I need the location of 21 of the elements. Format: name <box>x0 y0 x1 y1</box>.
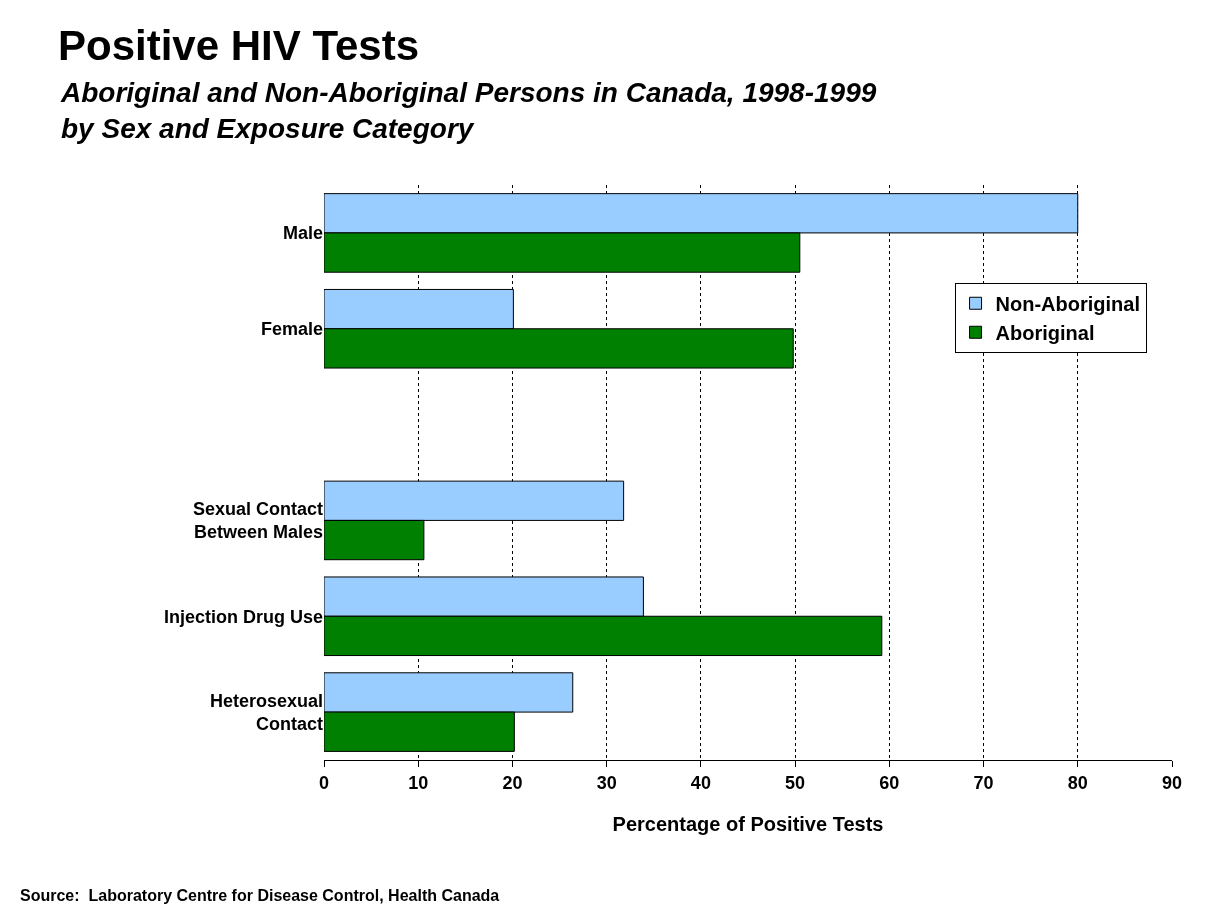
legend-label: Non-Aboriginal <box>995 293 1140 316</box>
x-tick-label: 90 <box>1161 772 1183 793</box>
x-axis-title: Percentage of Positive Tests <box>612 813 884 836</box>
source-note: Source: Laboratory Centre for Disease Control, Health Canada <box>20 887 500 904</box>
x-tick-label: 60 <box>879 772 900 793</box>
x-tick-label: 0 <box>318 772 330 793</box>
y-tick-label: Injection Drug Use <box>163 606 323 627</box>
x-tick-label: 80 <box>1067 772 1088 793</box>
x-tick-label: 50 <box>785 772 806 793</box>
x-tick-label: 70 <box>973 772 994 793</box>
x-tick-label: 10 <box>408 772 429 793</box>
x-tick-label: 20 <box>502 772 523 793</box>
y-tick-label: Heterosexual Contact <box>209 690 323 735</box>
chart-subtitle: Aboriginal and Non-Aboriginal Persons in Canada, 1998-1999 by Sex and Exposure Category <box>60 77 877 145</box>
y-tick-label: Female <box>260 319 323 340</box>
y-tick-label: Male <box>282 223 323 244</box>
x-tick-label: 40 <box>690 772 711 793</box>
x-tick-label: 30 <box>596 772 617 793</box>
y-tick-label: Sexual Contact Between Males <box>192 499 323 543</box>
chart-title: Positive HIV Tests <box>58 21 420 69</box>
legend-label: Aboriginal <box>995 322 1095 345</box>
